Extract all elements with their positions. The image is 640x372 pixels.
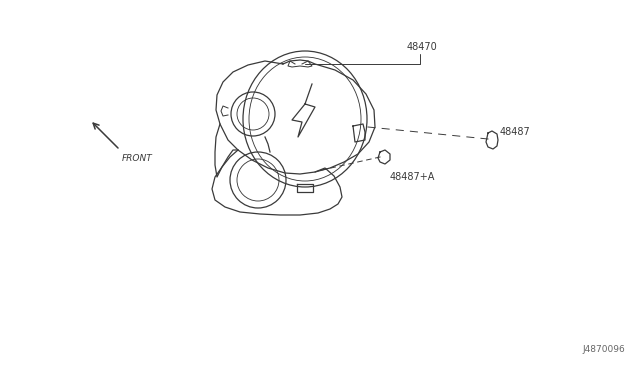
Text: 48470: 48470 — [406, 42, 437, 52]
Text: 48487: 48487 — [500, 127, 531, 137]
Text: J4870096: J4870096 — [582, 345, 625, 354]
Text: 48487+A: 48487+A — [390, 172, 435, 182]
Text: FRONT: FRONT — [122, 154, 153, 163]
